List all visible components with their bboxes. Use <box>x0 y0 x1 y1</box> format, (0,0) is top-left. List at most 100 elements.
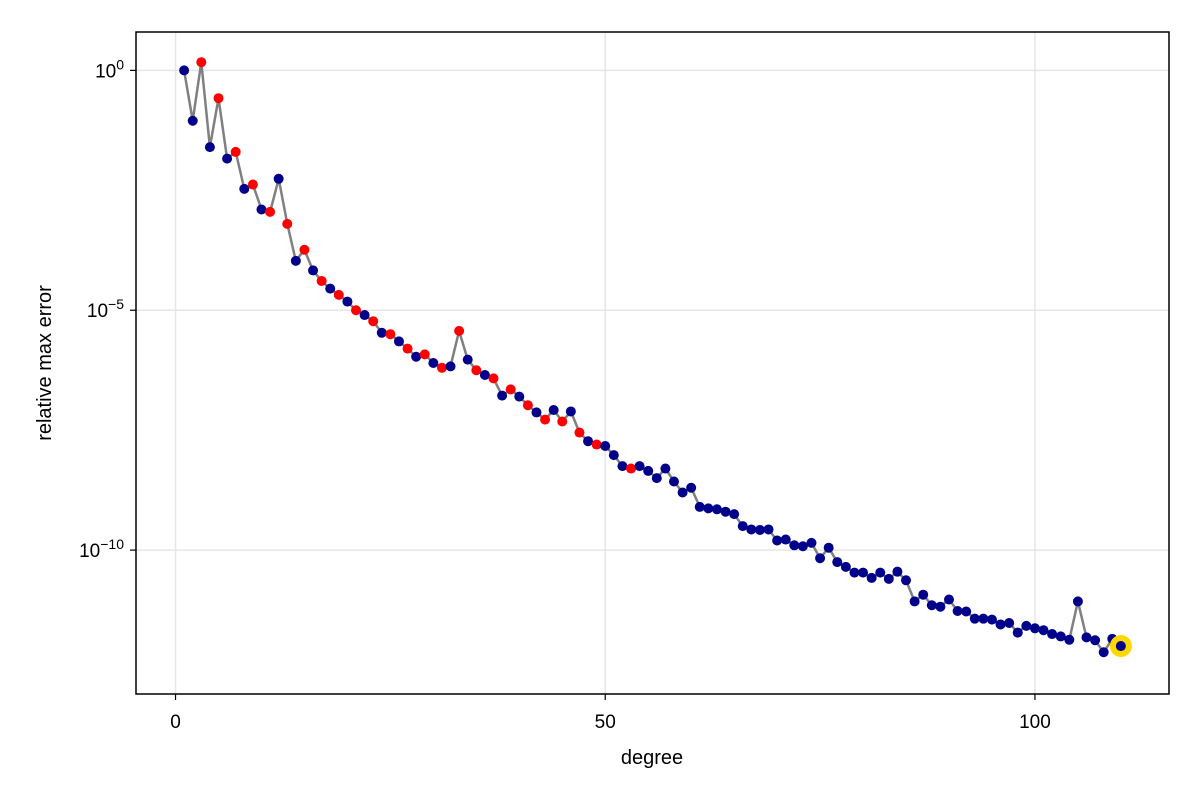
data-point <box>772 535 783 546</box>
data-point <box>995 619 1006 630</box>
data-point <box>737 521 748 532</box>
data-point <box>402 343 413 354</box>
data-point <box>179 65 190 76</box>
data-point <box>634 461 645 472</box>
data-point <box>978 613 989 624</box>
data-point <box>1064 634 1075 645</box>
data-point <box>952 606 963 617</box>
data-point <box>325 283 336 294</box>
data-point <box>479 369 490 380</box>
data-point <box>196 57 207 68</box>
data-point <box>986 614 997 625</box>
y-axis-label: relative max error <box>34 285 56 441</box>
data-point <box>1004 618 1015 629</box>
data-point <box>187 115 198 126</box>
data-point <box>583 436 594 447</box>
data-point <box>428 358 439 368</box>
data-point <box>359 310 370 321</box>
data-point <box>943 594 954 605</box>
data-point <box>376 327 387 338</box>
data-point <box>858 567 869 578</box>
data-point <box>866 572 877 583</box>
data-point <box>265 206 276 217</box>
data-point <box>608 450 619 461</box>
data-point <box>754 524 765 535</box>
data-point <box>763 524 774 535</box>
data-point <box>548 405 559 416</box>
data-point <box>677 487 688 498</box>
data-point <box>1098 647 1109 658</box>
data-point <box>643 465 654 476</box>
data-point <box>239 183 250 194</box>
data-point <box>780 534 791 545</box>
x-tick-label: 100 <box>1019 712 1051 733</box>
data-point <box>565 406 576 417</box>
data-point <box>445 361 456 372</box>
data-point <box>505 384 516 395</box>
data-point <box>204 142 215 153</box>
data-point <box>815 553 826 564</box>
y-tick-label: 10−10 <box>79 536 124 562</box>
data-point <box>342 296 353 307</box>
data-point <box>419 349 430 360</box>
data-point <box>308 265 319 276</box>
data-point <box>617 461 628 472</box>
data-point <box>222 153 233 164</box>
data-point <box>935 601 946 612</box>
data-point <box>746 524 757 535</box>
data-point <box>333 289 344 300</box>
data-point <box>471 365 482 376</box>
data-point <box>711 504 722 515</box>
data-point <box>393 336 404 347</box>
data-point <box>488 373 499 384</box>
data-point <box>1055 631 1066 642</box>
data-point <box>729 509 740 520</box>
data-point <box>462 354 473 365</box>
y-tick-label: 100 <box>95 56 124 82</box>
data-point <box>1021 620 1032 631</box>
data-point <box>385 329 396 340</box>
data-point <box>591 439 602 450</box>
data-point <box>557 416 568 427</box>
grid-layer <box>136 32 1169 694</box>
data-point <box>497 390 508 401</box>
data-point <box>351 305 362 316</box>
data-point <box>883 573 894 584</box>
data-point <box>849 567 860 578</box>
data-point <box>823 542 834 553</box>
data-point <box>1029 623 1040 634</box>
data-point <box>540 414 551 425</box>
data-point <box>1090 635 1101 646</box>
data-point <box>686 482 697 493</box>
data-point <box>368 316 379 327</box>
data-point <box>256 204 267 215</box>
data-point <box>909 596 920 607</box>
axis-ticks-layer: 0 50 100 100 10−5 10−10 <box>79 56 1051 733</box>
data-point <box>230 146 241 157</box>
data-point <box>789 540 800 551</box>
data-point <box>926 600 937 611</box>
data-point <box>969 613 980 624</box>
data-point <box>918 589 929 600</box>
data-point <box>273 173 284 184</box>
y-tick-label: 10−5 <box>87 296 124 322</box>
data-point <box>522 400 533 411</box>
data-point <box>901 575 912 586</box>
data-point <box>651 473 662 484</box>
series-line-layer <box>182 60 1122 654</box>
data-point <box>514 391 525 402</box>
data-point <box>1115 641 1126 652</box>
data-point <box>213 93 224 104</box>
data-point <box>1072 596 1083 607</box>
data-point <box>668 476 679 487</box>
data-point <box>1081 632 1092 643</box>
data-point <box>875 567 886 578</box>
data-point <box>832 557 843 568</box>
data-points-layer <box>179 57 1132 658</box>
data-point <box>574 427 585 438</box>
data-point <box>703 503 714 514</box>
data-point <box>892 566 903 577</box>
plot-frame <box>135 31 1170 695</box>
